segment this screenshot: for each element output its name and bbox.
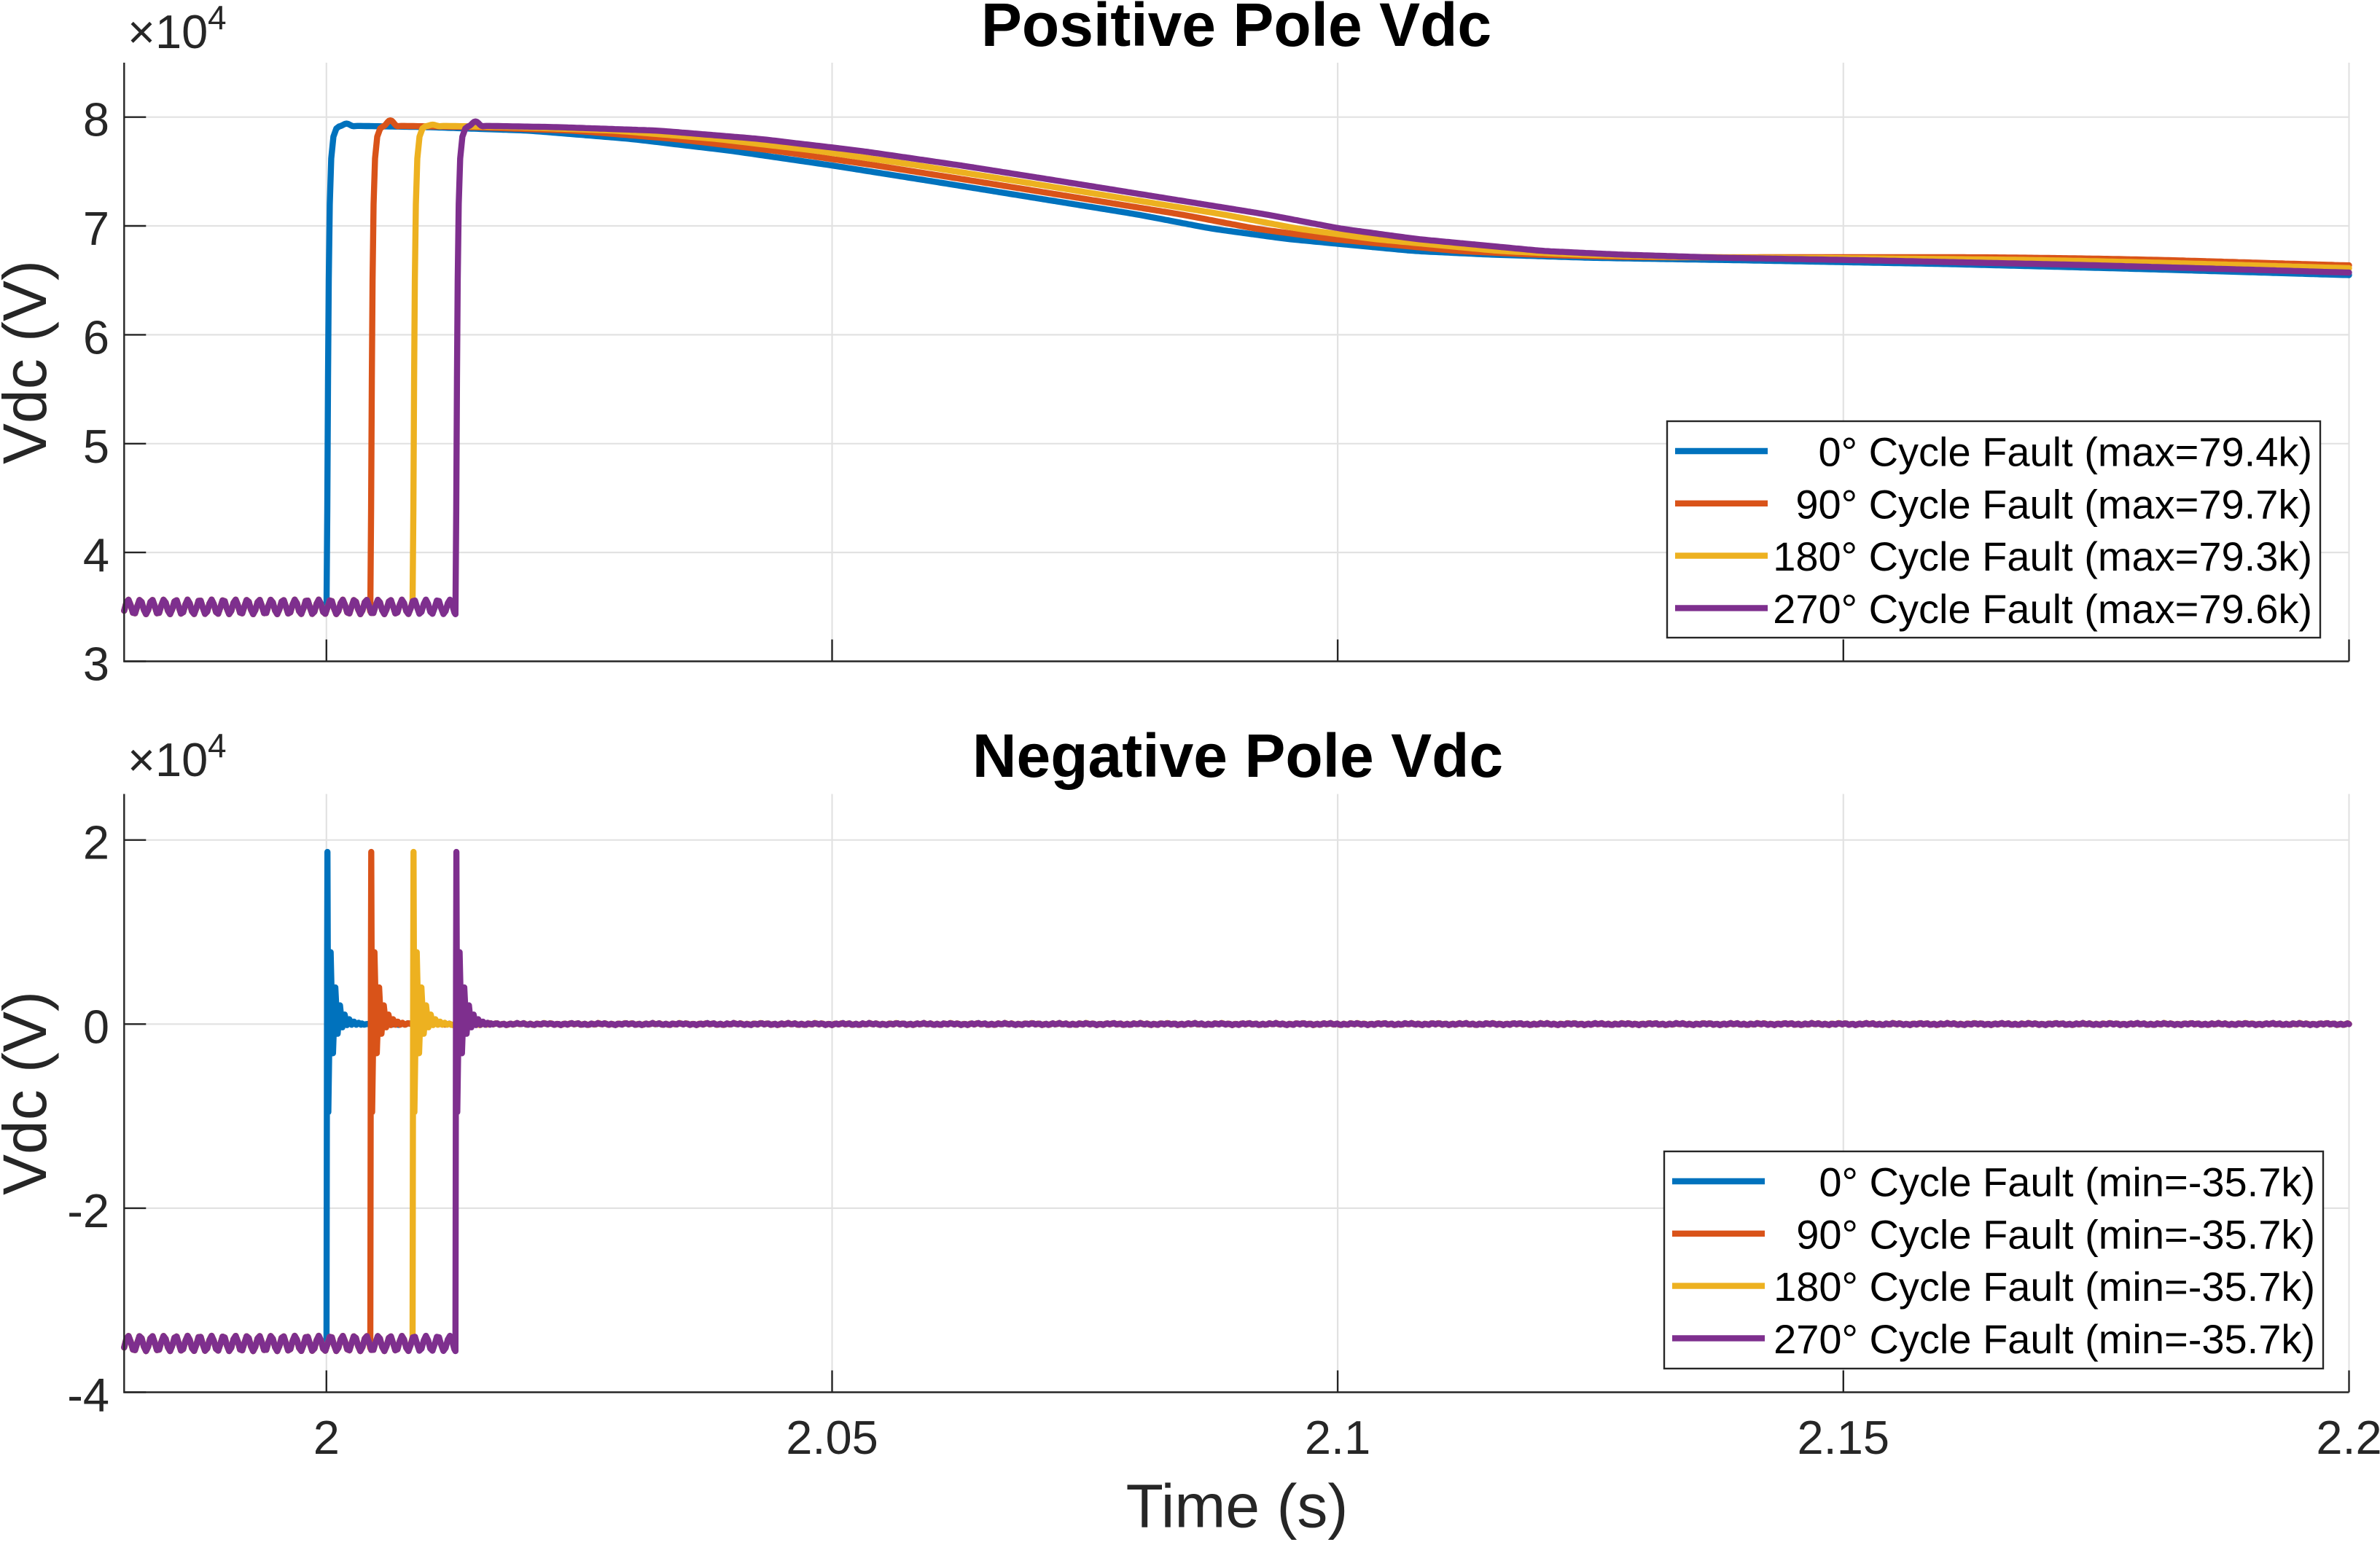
svg-text:-2: -2: [67, 1184, 109, 1237]
svg-text:5: 5: [83, 420, 109, 473]
svg-text:Negative Pole Vdc: Negative Pole Vdc: [972, 721, 1503, 790]
svg-text:8: 8: [83, 93, 109, 146]
svg-text:-4: -4: [67, 1369, 109, 1422]
svg-text:0° Cycle Fault (min=-35.7k): 0° Cycle Fault (min=-35.7k): [1819, 1159, 2315, 1205]
svg-text:270° Cycle Fault (max=79.6k): 270° Cycle Fault (max=79.6k): [1773, 586, 2312, 632]
svg-text:4: 4: [83, 528, 109, 582]
svg-text:×10: ×10: [128, 5, 208, 58]
svg-text:180° Cycle Fault (min=-35.7k): 180° Cycle Fault (min=-35.7k): [1774, 1264, 2315, 1310]
svg-text:2: 2: [83, 816, 109, 869]
svg-text:6: 6: [83, 310, 109, 364]
svg-text:90° Cycle Fault (min=-35.7k): 90° Cycle Fault (min=-35.7k): [1796, 1211, 2315, 1257]
svg-text:Positive Pole Vdc: Positive Pole Vdc: [981, 0, 1491, 59]
svg-text:Vdc (V): Vdc (V): [0, 260, 59, 464]
svg-text:2.05: 2.05: [786, 1411, 878, 1464]
svg-text:2.2: 2.2: [2316, 1411, 2380, 1464]
svg-text:180° Cycle Fault (max=79.3k): 180° Cycle Fault (max=79.3k): [1773, 533, 2312, 579]
svg-text:×10: ×10: [128, 733, 208, 786]
svg-text:90° Cycle Fault (max=79.7k): 90° Cycle Fault (max=79.7k): [1795, 481, 2312, 527]
svg-text:0° Cycle Fault (max=79.4k): 0° Cycle Fault (max=79.4k): [1818, 429, 2312, 475]
svg-text:3: 3: [83, 638, 109, 691]
svg-text:0: 0: [83, 1000, 109, 1053]
svg-text:2.15: 2.15: [1798, 1411, 1890, 1464]
svg-text:Time (s): Time (s): [1126, 1472, 1349, 1541]
svg-text:270° Cycle Fault (min=-35.7k): 270° Cycle Fault (min=-35.7k): [1774, 1316, 2315, 1362]
svg-text:4: 4: [208, 727, 227, 764]
svg-text:4: 4: [208, 0, 227, 36]
svg-text:2.1: 2.1: [1305, 1411, 1370, 1464]
svg-text:Vdc (V): Vdc (V): [0, 991, 59, 1195]
svg-text:7: 7: [83, 202, 109, 255]
svg-text:2: 2: [313, 1411, 340, 1464]
